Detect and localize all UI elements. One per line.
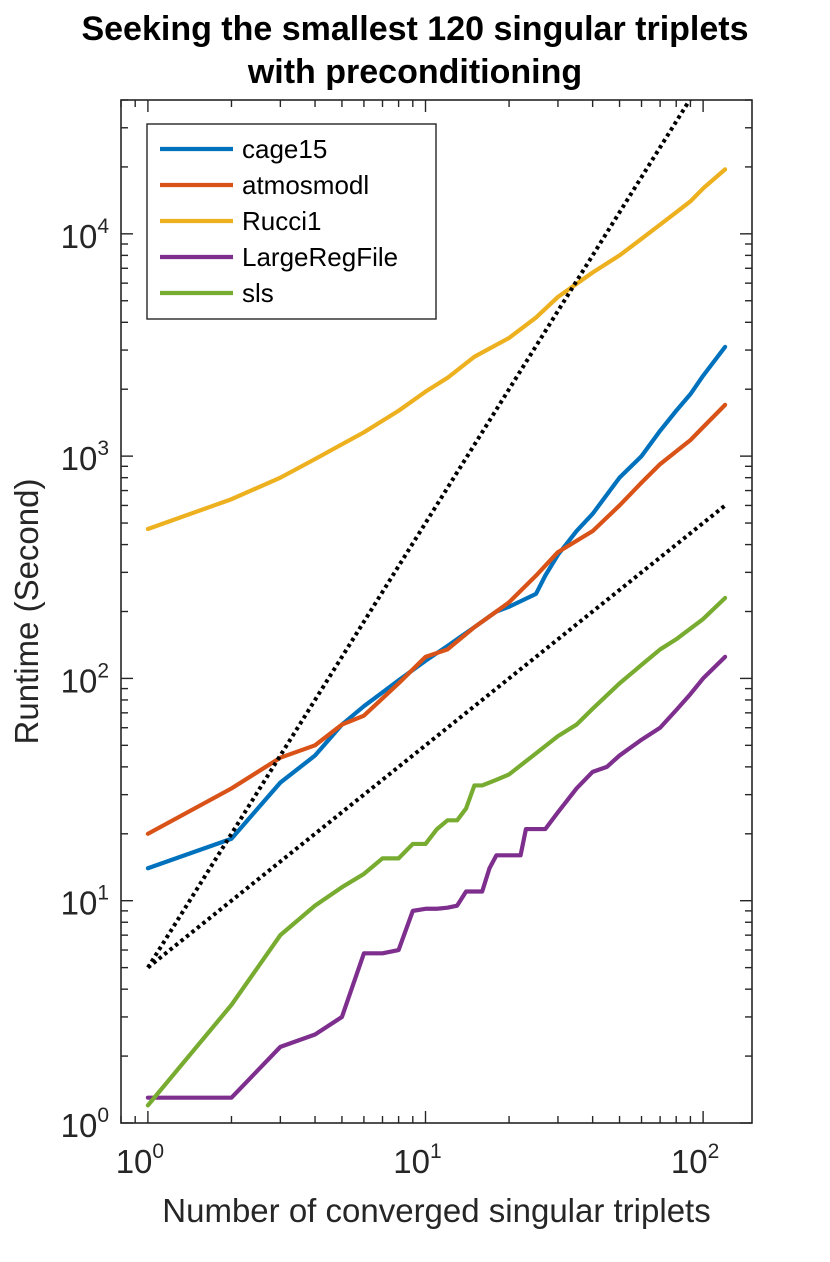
series-line-reference-shallow: [146, 503, 727, 970]
series-line-sls: [145, 595, 728, 1108]
x-tick-label: 101: [393, 1140, 441, 1180]
legend-item: cage15: [160, 134, 327, 164]
y-tick-label: 102: [61, 659, 109, 699]
legend: cage15 atmosmodl Rucci1 LargeRegFile sls: [146, 123, 437, 320]
axis-ticks: [120, 99, 752, 1124]
series-line-cage15: [145, 344, 728, 871]
legend-box: [146, 123, 437, 320]
legend-label: sls: [242, 278, 274, 308]
legend-item: atmosmodl: [160, 170, 369, 200]
series-line-atmosmodl: [145, 402, 728, 836]
chart-title-line-2: with preconditioning: [247, 53, 583, 91]
x-tick-label: 100: [116, 1140, 164, 1180]
series-line-largeregfile: [145, 654, 728, 1100]
series-line-rucci1: [145, 167, 728, 532]
legend-label: cage15: [242, 134, 327, 164]
y-tick-label: 103: [61, 437, 109, 477]
legend-label: Rucci1: [242, 206, 321, 236]
y-tick-label: 101: [61, 882, 109, 922]
legend-item: sls: [160, 278, 274, 308]
chart-title-line-1: Seeking the smallest 120 singular triple…: [81, 10, 749, 48]
y-axis-label: Runtime (Second): [8, 479, 45, 745]
legend-item: Rucci1: [160, 206, 321, 236]
y-tick-label: 100: [61, 1104, 109, 1144]
y-tick-label: 104: [61, 215, 110, 255]
legend-item: LargeRegFile: [160, 242, 398, 272]
legend-label: LargeRegFile: [242, 242, 398, 272]
legend-items: cage15 atmosmodl Rucci1 LargeRegFile sls: [160, 134, 398, 308]
legend-label: atmosmodl: [242, 170, 369, 200]
x-axis-label: Number of converged singular triplets: [162, 1192, 710, 1229]
series-lines: [145, 100, 728, 1108]
x-tick-label: 102: [671, 1140, 719, 1180]
axis-tick-labels: 100 101 102 100 101 102 103 104: [61, 215, 720, 1180]
